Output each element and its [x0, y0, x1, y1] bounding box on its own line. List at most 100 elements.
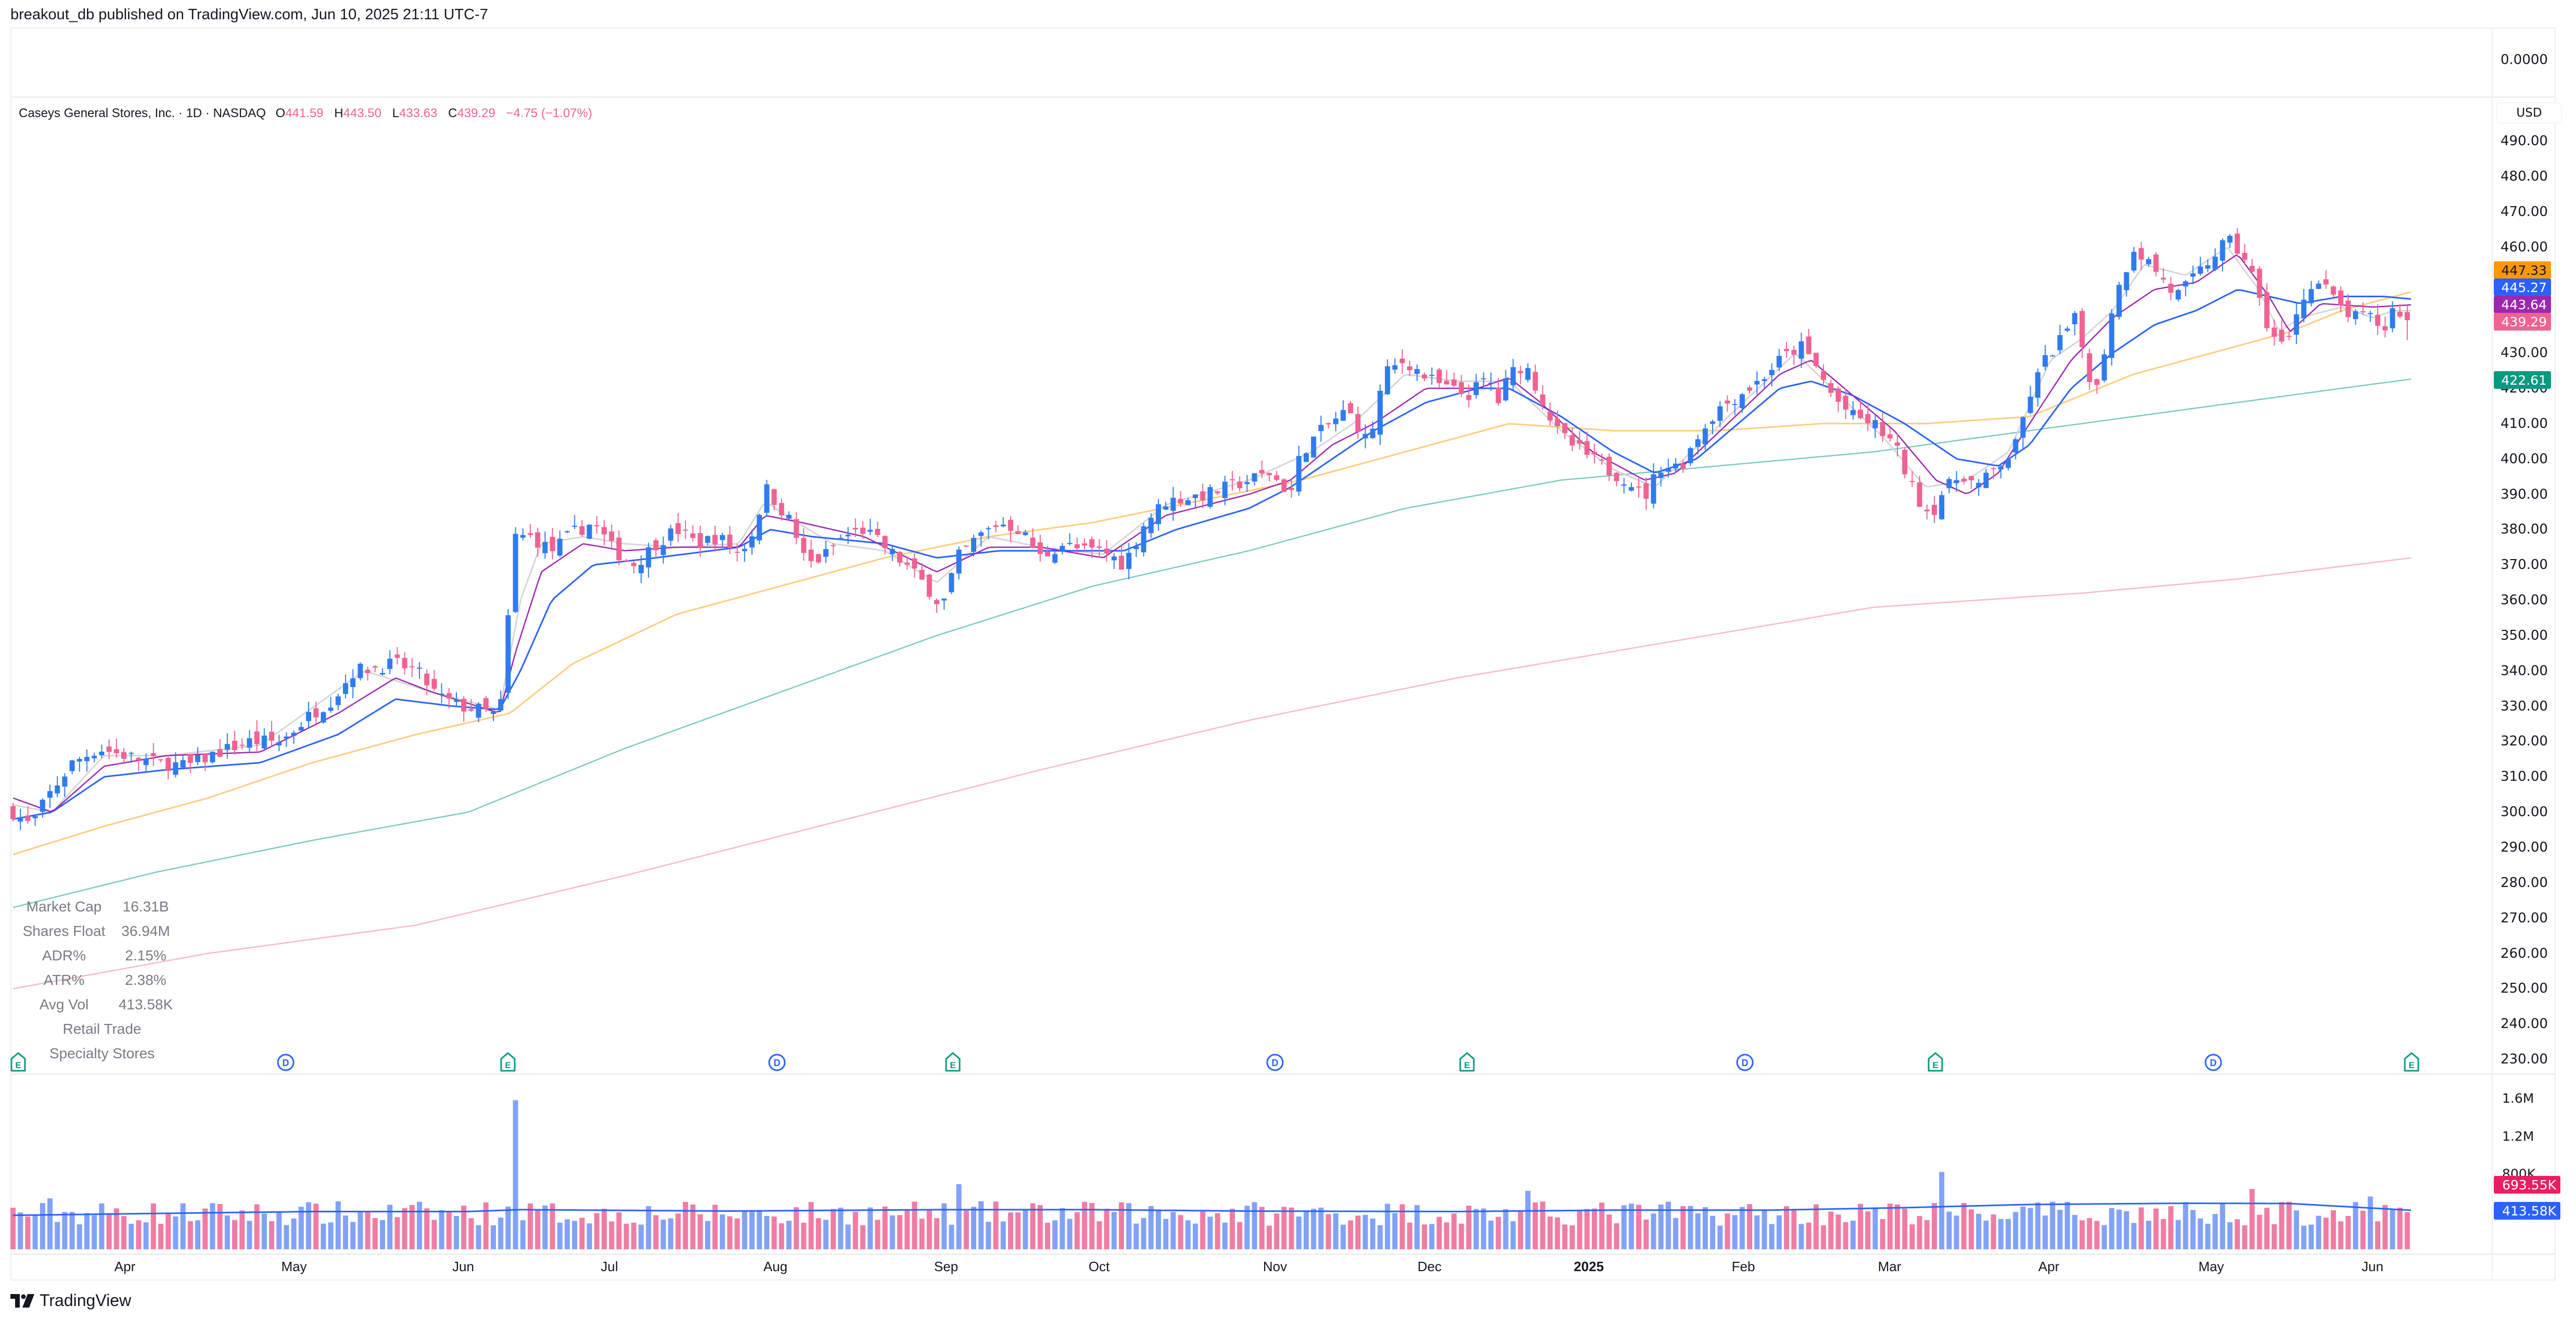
- stats-row-avg-vol: Avg Vol 413.58K: [19, 992, 185, 1017]
- svg-text:E: E: [1464, 1060, 1470, 1070]
- earnings-icon[interactable]: E: [9, 1051, 28, 1072]
- volume-ma-line: [12, 1202, 2412, 1216]
- high-value: 443.50: [343, 106, 381, 120]
- dividend-icon[interactable]: D: [1266, 1051, 1284, 1072]
- time-label: Nov: [1263, 1259, 1287, 1274]
- top-pane-divider[interactable]: [10, 96, 2556, 98]
- stat-value: 2.38%: [125, 971, 167, 988]
- published-line: breakout_db published on TradingView.com…: [10, 6, 488, 23]
- price-tag: 422.61: [2494, 371, 2551, 389]
- currency-button[interactable]: USD: [2496, 103, 2562, 123]
- change-value: −4.75 (−1.07%): [506, 106, 592, 120]
- time-label: Oct: [1088, 1259, 1110, 1274]
- open-label: O: [275, 106, 286, 120]
- price-tick: 280.00: [2501, 875, 2548, 891]
- footer-brand[interactable]: TradingView: [10, 1291, 131, 1310]
- price-tick: 290.00: [2501, 840, 2548, 855]
- time-label: Feb: [1731, 1259, 1755, 1274]
- price-tick: 480.00: [2501, 168, 2548, 184]
- symbol-legend[interactable]: Caseys General Stores, Inc. · 1D · NASDA…: [19, 106, 600, 121]
- close-value: 439.29: [457, 106, 495, 120]
- stats-row-industry: Specialty Stores: [19, 1041, 185, 1066]
- price-tick: 350.00: [2501, 627, 2548, 643]
- price-tick: 230.00: [2501, 1051, 2548, 1068]
- price-tick: 340.00: [2501, 663, 2548, 679]
- dividend-icon[interactable]: D: [276, 1051, 295, 1072]
- svg-text:D: D: [1272, 1058, 1279, 1068]
- price-tick: 490.00: [2501, 133, 2548, 149]
- earnings-icon[interactable]: E: [1926, 1051, 1945, 1072]
- symbol-title[interactable]: Caseys General Stores, Inc. · 1D · NASDA…: [19, 106, 266, 120]
- stats-row-shares-float: Shares Float 36.94M: [19, 919, 185, 943]
- svg-text:E: E: [15, 1060, 21, 1070]
- time-label: Jun: [452, 1259, 474, 1274]
- svg-text:D: D: [283, 1058, 289, 1068]
- stat-value: 36.94M: [121, 922, 170, 939]
- earnings-icon[interactable]: E: [499, 1051, 517, 1072]
- volume-bars: [10, 1100, 2410, 1249]
- tradingview-logo-icon: [10, 1294, 34, 1308]
- top-pane-axis-value: 0.0000: [2501, 52, 2548, 68]
- dividend-icon[interactable]: D: [768, 1051, 786, 1072]
- volume-tick: 1.2M: [2502, 1129, 2534, 1144]
- price-tick: 430.00: [2501, 345, 2548, 361]
- time-label: May: [281, 1259, 307, 1274]
- svg-text:E: E: [950, 1060, 955, 1070]
- price-tick: 470.00: [2501, 204, 2548, 220]
- price-axis-divider: [2492, 28, 2493, 1281]
- stat-label: Market Cap: [26, 898, 102, 915]
- price-tick: 270.00: [2501, 910, 2548, 926]
- close-label: C: [448, 106, 457, 120]
- price-tick: 400.00: [2501, 451, 2548, 467]
- stat-label: ADR%: [42, 947, 86, 964]
- price-tag: 439.29: [2494, 313, 2551, 331]
- time-label: Jun: [2362, 1259, 2383, 1274]
- stat-value: 413.58K: [118, 996, 173, 1012]
- time-label: Apr: [2038, 1259, 2060, 1274]
- earnings-icon[interactable]: E: [943, 1051, 962, 1072]
- svg-text:D: D: [1742, 1058, 1749, 1068]
- price-tick: 260.00: [2501, 945, 2548, 961]
- time-label: Jul: [601, 1259, 618, 1274]
- volume-tick: 1.6M: [2502, 1091, 2534, 1106]
- svg-text:E: E: [1932, 1060, 1938, 1070]
- stat-value: 16.31B: [122, 898, 169, 915]
- earnings-icon[interactable]: E: [2402, 1051, 2421, 1072]
- time-axis-divider: [10, 1253, 2556, 1255]
- price-tick: 240.00: [2501, 1016, 2548, 1032]
- time-label: May: [2198, 1259, 2224, 1274]
- price-tick: 320.00: [2501, 733, 2548, 750]
- price-tick: 370.00: [2501, 557, 2548, 573]
- price-tick: 300.00: [2501, 804, 2548, 820]
- chart-frame: [10, 28, 2556, 1281]
- stats-row-atr: ATR% 2.38%: [19, 968, 185, 992]
- stat-label: Avg Vol: [39, 996, 89, 1012]
- time-label: 2025: [1574, 1259, 1604, 1274]
- volume-tag: 693.55K: [2494, 1176, 2560, 1194]
- time-label: Aug: [763, 1259, 788, 1274]
- price-tag: 443.64: [2494, 296, 2551, 313]
- earnings-icon[interactable]: E: [1458, 1051, 1476, 1072]
- time-label: Apr: [114, 1259, 136, 1274]
- price-tick: 310.00: [2501, 769, 2548, 785]
- svg-text:D: D: [2210, 1058, 2217, 1068]
- low-label: L: [392, 106, 400, 120]
- volume-tag: 413.58K: [2494, 1202, 2560, 1220]
- high-label: H: [334, 106, 343, 120]
- price-tick: 380.00: [2501, 522, 2548, 538]
- stat-label: ATR%: [43, 971, 85, 988]
- price-tag: 445.27: [2494, 278, 2551, 296]
- low-value: 433.63: [399, 106, 438, 120]
- price-tick: 460.00: [2501, 239, 2548, 255]
- price-tick: 250.00: [2501, 981, 2548, 997]
- dividend-icon[interactable]: D: [1736, 1051, 1754, 1072]
- price-tick: 390.00: [2501, 486, 2548, 502]
- moving-averages: [12, 247, 2412, 990]
- candles: [10, 228, 2410, 830]
- time-label: Dec: [1417, 1259, 1442, 1274]
- dividend-icon[interactable]: D: [2204, 1051, 2223, 1072]
- price-tag: 447.33: [2494, 261, 2551, 279]
- volume-pane-divider[interactable]: [10, 1073, 2556, 1075]
- price-tick: 330.00: [2501, 698, 2548, 714]
